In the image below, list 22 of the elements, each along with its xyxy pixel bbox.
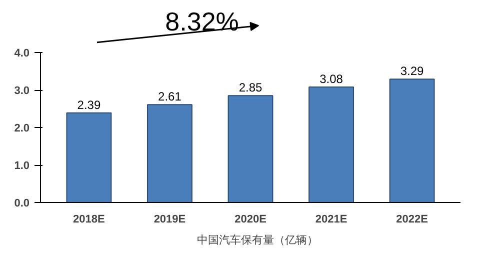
bar bbox=[389, 78, 435, 202]
y-tick-label: 1.0 bbox=[14, 160, 30, 172]
x-tick-label: 2018E bbox=[73, 214, 105, 226]
bar bbox=[308, 86, 354, 202]
text: 8.32% bbox=[165, 6, 239, 36]
data-label: 3.29 bbox=[400, 64, 424, 78]
x-tick-label: 2021E bbox=[315, 214, 348, 226]
text: 中国汽车保有量（亿辆） bbox=[197, 234, 318, 248]
x-tick-label: 2020E bbox=[234, 214, 266, 226]
x-tick-label: 2019E bbox=[154, 214, 186, 226]
data-label: 3.08 bbox=[320, 72, 344, 86]
y-tick-label: 3.0 bbox=[14, 85, 30, 97]
data-label: 2.85 bbox=[238, 80, 263, 95]
y-tick-label: 0.0 bbox=[14, 198, 30, 210]
x-tick-label: 2022E bbox=[396, 214, 428, 226]
bar bbox=[228, 95, 274, 202]
y-tick-label: 2.0 bbox=[14, 122, 30, 134]
data-label: 2.61 bbox=[158, 90, 182, 104]
bar bbox=[66, 112, 112, 202]
bar bbox=[147, 104, 192, 202]
y-tick-label: 4.0 bbox=[14, 48, 30, 60]
data-label: 2.39 bbox=[77, 98, 101, 112]
